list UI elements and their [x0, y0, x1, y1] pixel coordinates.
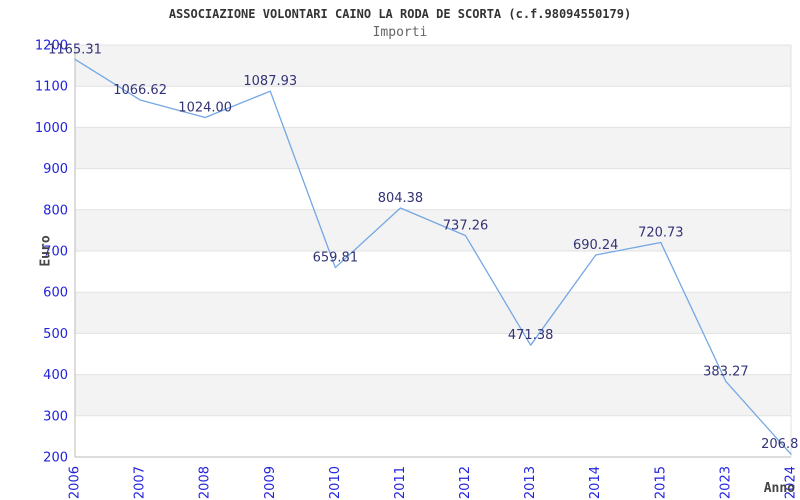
y-tick-label: 300	[43, 409, 68, 424]
y-tick-label: 900	[43, 162, 68, 177]
x-tick-label: 2007	[133, 466, 148, 499]
y-tick-label: 400	[43, 368, 68, 383]
data-point-label: 383.27	[703, 364, 749, 379]
grid-band	[75, 251, 791, 293]
data-point-label: 690.24	[573, 238, 619, 253]
y-tick-label: 1200	[35, 39, 68, 54]
grid-band	[75, 86, 791, 128]
y-tick-label: 600	[43, 286, 68, 301]
x-tick-label: 2011	[393, 466, 408, 499]
y-tick-label: 1000	[35, 121, 68, 136]
data-point-label: 1024.00	[178, 101, 232, 116]
data-point-label: 1165.31	[48, 42, 102, 57]
y-tick-label: 500	[43, 327, 68, 342]
grid-band	[75, 374, 791, 416]
grid-band	[75, 168, 791, 210]
x-tick-label: 2023	[718, 466, 733, 499]
grid-band	[75, 292, 791, 334]
x-tick-label: 2013	[523, 466, 538, 499]
x-tick-label: 2008	[198, 466, 213, 499]
x-tick-label: 2012	[458, 466, 473, 499]
grid-band	[75, 209, 791, 251]
x-tick-label: 2010	[328, 466, 343, 499]
grid-band	[75, 333, 791, 375]
grid-band	[75, 45, 791, 87]
data-point-label: 471.38	[508, 328, 554, 343]
grid-band	[75, 127, 791, 169]
data-point-label: 659.81	[313, 251, 359, 266]
y-tick-label: 700	[43, 245, 68, 260]
data-point-label: 720.73	[638, 225, 684, 240]
data-line	[74, 58, 792, 455]
x-axis-title: Anno	[763, 481, 795, 496]
y-tick-label: 200	[43, 451, 68, 466]
y-tick-label: 800	[43, 203, 68, 218]
y-tick-label: 1100	[35, 80, 68, 95]
x-tick-label: 2024	[784, 466, 799, 499]
x-tick-label: 2014	[588, 466, 603, 499]
chart-subtitle: Importi	[372, 25, 428, 40]
data-point-label: 1066.62	[113, 83, 167, 98]
x-tick-label: 2009	[263, 466, 278, 499]
data-point-label: 804.38	[378, 191, 424, 206]
chart-title: ASSOCIAZIONE VOLONTARI CAINO LA RODA DE …	[168, 7, 632, 21]
data-point-label: 1087.93	[243, 74, 297, 89]
data-point-label: 206.8	[761, 437, 798, 452]
data-point-label: 737.26	[443, 219, 489, 234]
y-axis-title: Euro	[38, 235, 54, 267]
x-tick-label: 2006	[68, 466, 83, 499]
grid-band	[75, 415, 791, 457]
x-tick-label: 2015	[653, 466, 668, 499]
